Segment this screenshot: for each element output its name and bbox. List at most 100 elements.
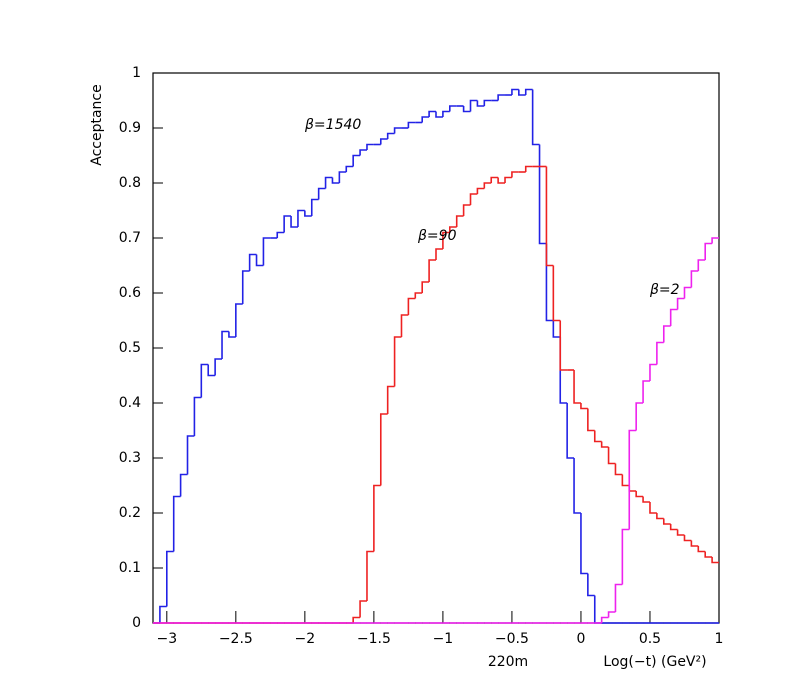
histogram-step [669,308,678,326]
histogram-step [379,138,388,145]
histogram-step [649,502,657,514]
histogram-step [662,518,671,525]
histogram-step [545,243,554,322]
histogram-step [386,132,395,139]
histogram-step [331,177,340,184]
histogram-step [248,253,257,271]
histogram-step [621,474,630,487]
histogram-step [310,198,319,216]
x-tick-label: 1 [715,631,724,647]
histogram-step [662,325,671,343]
histogram-step [676,297,685,310]
histogram-step [621,528,630,585]
histogram-step [221,330,229,359]
histogram-step [359,600,367,618]
histogram-step [166,550,174,607]
histogram-step [580,513,588,575]
histogram-step [711,237,719,244]
histogram-step [435,248,443,260]
histogram-step [635,491,644,498]
histogram-step [172,495,181,552]
y-tick-label: 0.3 [119,450,141,466]
y-tick-label: 0.9 [119,120,141,136]
histogram-step [642,380,650,403]
histogram-step [669,524,678,531]
histogram-step [642,496,650,503]
histogram-step [614,583,623,612]
histogram-step [352,154,361,167]
histogram-step [421,281,430,293]
histogram-step [656,341,664,365]
x-tick-label: −2 [295,631,316,647]
x-tick-label: −1.5 [357,631,391,647]
histogram-step [462,106,471,113]
histogram-step [593,595,602,624]
histogram-step [676,529,685,536]
histogram-step [297,209,305,227]
histogram-step [324,176,333,189]
histogram-step [690,270,699,288]
histogram-step [449,226,457,233]
histogram-step [538,144,547,245]
y-tick-label: 0.4 [119,395,141,411]
x-tick-label: −3 [156,631,177,647]
x-tick-label: 0 [576,631,585,647]
histogram-step [711,557,719,564]
histogram-step [704,242,713,260]
histogram-step [497,94,506,101]
histogram-step [587,573,595,597]
histogram-step [573,370,581,404]
histogram-step [573,458,581,514]
histogram-step [428,110,436,117]
histogram-step [290,216,298,228]
histogram-step [607,447,616,465]
histogram-step [566,403,575,459]
histogram-step [511,171,519,178]
histogram-step [593,430,602,443]
histogram-step [524,165,533,172]
x-tick-label: 0.5 [639,631,661,647]
histogram-step [531,89,540,146]
histogram-step [241,270,250,304]
histogram-step [649,363,657,381]
y-tick-label: 0.5 [119,340,141,356]
histogram-step [483,99,492,106]
x-axis-label: 220m [488,654,528,670]
histogram-step [545,166,554,267]
histogram-step [159,605,167,623]
histogram-step [552,265,561,322]
histogram-step [600,441,609,448]
histogram-step [214,358,223,376]
histogram-step [490,176,499,183]
histogram-step [697,546,706,553]
x-tick-label: −0.5 [495,631,529,647]
histogram-step [407,297,416,315]
histogram-step [428,259,436,282]
series-label: β=2 [649,282,680,298]
histogram-step [497,177,506,184]
histogram-step [407,121,416,128]
histogram-step [614,463,623,476]
histogram-step [524,88,533,95]
histogram-step [476,187,485,194]
y-tick-label: 0.7 [119,230,141,246]
histogram-step [511,88,519,95]
histogram-step [386,385,395,414]
histogram-step [580,403,588,410]
histogram-step [345,165,354,172]
plot-frame [152,72,720,624]
histogram-step [373,484,381,552]
histogram-step [442,110,450,117]
histogram-step [449,105,457,112]
x-tick-label: −2.5 [219,631,253,647]
series-label: β=90 [417,228,457,244]
histogram-step [317,187,326,200]
y-tick-label: 1 [132,65,141,81]
histogram-step [656,513,664,520]
x-tick-label: −1 [433,631,454,647]
y-tick-label: 0 [132,615,141,631]
histogram-step [352,616,361,623]
histogram-step [704,551,713,558]
histogram-step [483,182,492,189]
